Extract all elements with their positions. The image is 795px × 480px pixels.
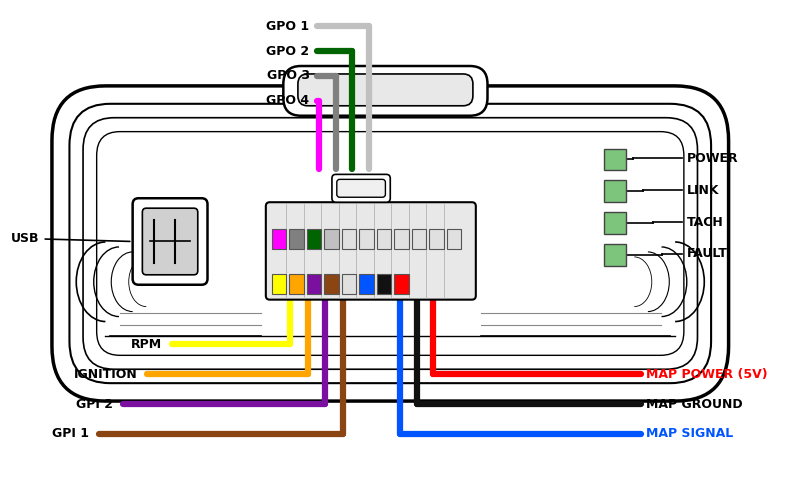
- Text: MAP POWER (5V): MAP POWER (5V): [646, 368, 768, 381]
- FancyBboxPatch shape: [133, 198, 207, 285]
- FancyBboxPatch shape: [298, 74, 473, 106]
- Text: GPO 2: GPO 2: [266, 45, 309, 58]
- Bar: [359, 229, 374, 249]
- Text: MAP GROUND: MAP GROUND: [646, 397, 743, 410]
- Text: TACH: TACH: [687, 216, 723, 228]
- Bar: [324, 274, 339, 294]
- Bar: [604, 148, 626, 170]
- Text: IGNITION: IGNITION: [74, 368, 138, 381]
- Text: FAULT: FAULT: [687, 247, 727, 261]
- Text: GPI 2: GPI 2: [76, 397, 113, 410]
- FancyBboxPatch shape: [142, 208, 198, 275]
- Bar: [394, 274, 409, 294]
- Bar: [412, 229, 426, 249]
- Bar: [377, 274, 391, 294]
- Text: GPO 3: GPO 3: [266, 70, 309, 83]
- Bar: [307, 229, 321, 249]
- Bar: [289, 274, 304, 294]
- Bar: [342, 274, 356, 294]
- FancyBboxPatch shape: [266, 202, 476, 300]
- Text: POWER: POWER: [687, 152, 739, 165]
- Bar: [604, 180, 626, 202]
- Text: GPO 4: GPO 4: [266, 94, 309, 108]
- Text: USB: USB: [11, 232, 130, 245]
- Bar: [394, 229, 409, 249]
- Bar: [604, 212, 626, 234]
- Bar: [377, 229, 391, 249]
- Bar: [604, 244, 626, 266]
- Bar: [272, 274, 286, 294]
- Text: GPO 1: GPO 1: [266, 20, 309, 33]
- Bar: [272, 229, 286, 249]
- FancyBboxPatch shape: [283, 66, 487, 116]
- Text: RPM: RPM: [130, 338, 162, 351]
- Bar: [289, 229, 304, 249]
- Bar: [324, 229, 339, 249]
- Text: MAP SIGNAL: MAP SIGNAL: [646, 427, 733, 440]
- Bar: [447, 229, 461, 249]
- FancyBboxPatch shape: [337, 180, 386, 197]
- Text: LINK: LINK: [687, 184, 719, 197]
- Bar: [359, 274, 374, 294]
- Bar: [429, 229, 444, 249]
- Bar: [307, 274, 321, 294]
- Text: GPI 1: GPI 1: [52, 427, 89, 440]
- FancyBboxPatch shape: [332, 174, 390, 202]
- Bar: [342, 229, 356, 249]
